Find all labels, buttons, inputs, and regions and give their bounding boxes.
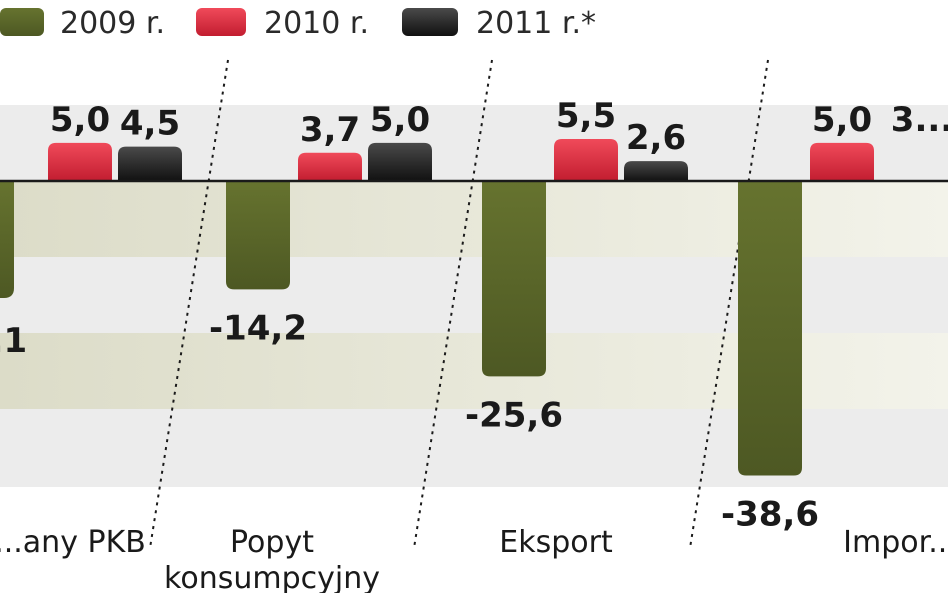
bar-2009: [738, 181, 802, 476]
category-separators: [149, 59, 769, 549]
legend-label-2009: 2009 r.: [60, 6, 165, 41]
bar-2010: [298, 152, 362, 181]
legend: 2009 r. 2010 r. 2011 r.*: [0, 6, 596, 41]
value-label-2011: 5,0: [370, 100, 430, 140]
legend-swatch-2009: [0, 8, 44, 36]
category-label: Impor...: [843, 525, 948, 560]
legend-label-2010: 2010 r.: [264, 6, 369, 41]
bar-2009: [0, 181, 14, 298]
value-label-2011: 2,6: [626, 118, 686, 158]
bar-2009: [226, 181, 290, 290]
value-label-2009: ...1: [0, 321, 27, 361]
category-label: ...any PKB: [0, 525, 146, 560]
category-label: Eksport: [499, 525, 613, 560]
value-label-2009: -38,6: [721, 495, 819, 535]
category-label: konsumpcyjny: [164, 561, 380, 593]
legend-swatch-2010: [196, 8, 246, 36]
value-labels: ...1-14,2-25,6-38,65,03,75,55,04,55,02,6…: [0, 96, 948, 534]
bar-2010: [48, 142, 112, 181]
bar-2011: [368, 142, 432, 181]
value-label-2009: -25,6: [465, 395, 563, 435]
band: [0, 181, 948, 257]
bar-2010: [554, 139, 618, 181]
bar-2010: [810, 142, 874, 181]
legend-swatch-2011: [402, 8, 458, 36]
value-label-2010: 3,7: [300, 110, 360, 150]
bar-2011: [624, 161, 688, 181]
value-label-2010: 5,0: [50, 100, 110, 140]
value-label-2011: 3...: [891, 100, 948, 140]
separator: [413, 59, 493, 549]
separator: [149, 59, 229, 549]
separator: [689, 59, 769, 549]
bars: [0, 139, 874, 476]
value-label-2010: 5,0: [812, 100, 872, 140]
value-label-2011: 4,5: [120, 104, 180, 144]
bar-2009: [482, 181, 546, 377]
bar-2011: [118, 146, 182, 181]
value-label-2009: -14,2: [209, 308, 307, 348]
value-label-2010: 5,5: [556, 96, 616, 136]
band: [0, 257, 948, 333]
category-label: Popyt: [230, 525, 314, 560]
legend-label-2011: 2011 r.*: [476, 6, 596, 41]
